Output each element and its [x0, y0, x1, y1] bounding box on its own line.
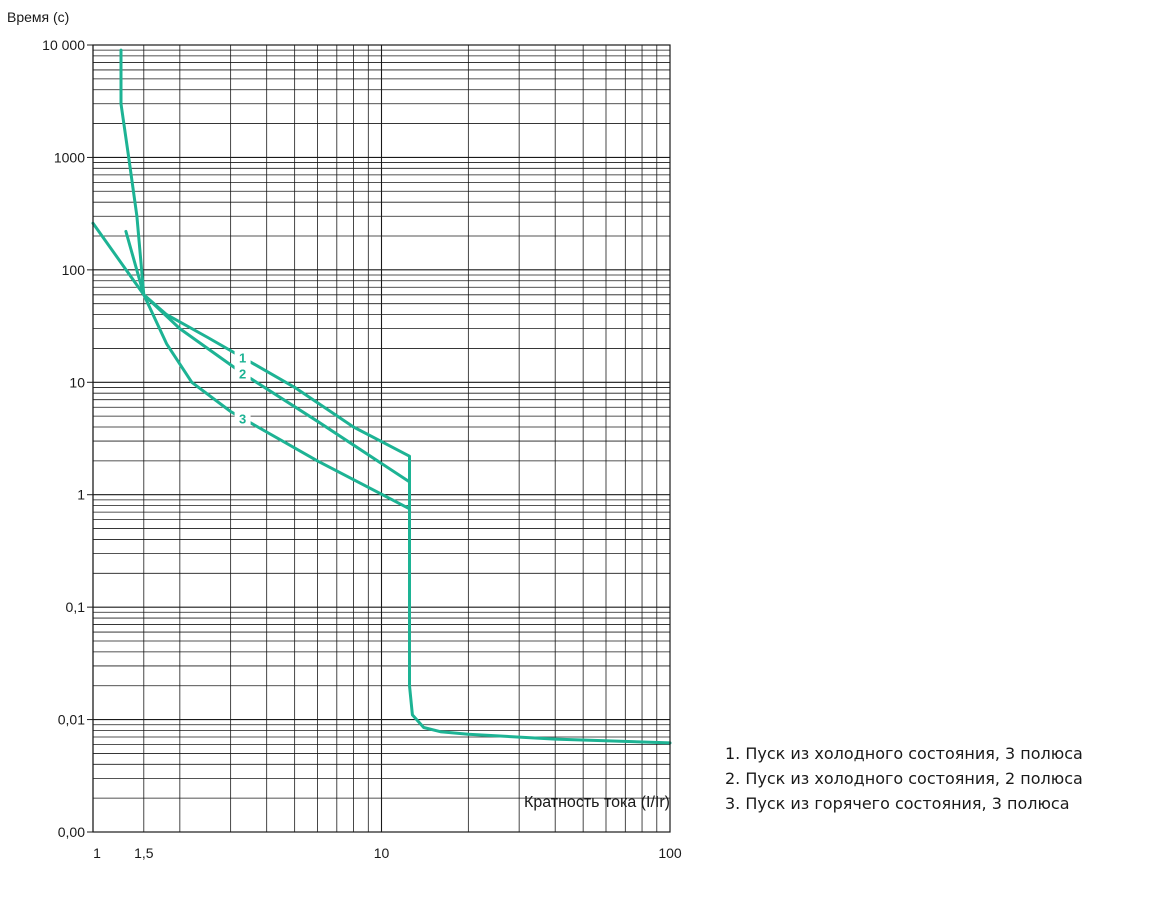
curve-series-segment-4	[408, 507, 672, 745]
curve-marker-bg	[234, 410, 251, 427]
y-tick-label: 0,1	[66, 599, 86, 615]
y-tick-label: 0,01	[58, 712, 85, 728]
x-tick-label: 10	[374, 845, 390, 861]
y-tick-label: 100	[62, 262, 86, 278]
plot-frame	[92, 44, 671, 833]
x-tick-label: 100	[658, 845, 682, 861]
y-tick-label: 1	[77, 487, 85, 503]
grid	[92, 45, 670, 833]
y-tick-label: 0,00	[58, 824, 85, 840]
curve-marker-bg	[234, 365, 251, 382]
y-tick-label: 1000	[54, 149, 85, 165]
legend: 1. Пуск из холодного состояния, 3 полюса…	[725, 741, 1083, 816]
y-tick-label: 10	[69, 374, 85, 390]
x-tick-label: 1	[93, 845, 101, 861]
y-tick-label: 10 000	[42, 37, 85, 53]
curve-marker-label: 2	[239, 366, 246, 381]
legend-item-1: 1. Пуск из холодного состояния, 3 полюса	[725, 744, 1083, 763]
curve-marker-bg	[234, 349, 251, 366]
curve-series-3	[142, 293, 411, 511]
curve-markers: 12 3	[234, 349, 251, 427]
curve-marker-label: 1	[239, 351, 246, 366]
curve-series-1	[124, 229, 411, 484]
curve-marker-label: 3	[239, 411, 246, 426]
legend-item-3: 3. Пуск из горячего состояния, 3 полюса	[725, 794, 1070, 813]
y-axis-label: Время (c)	[7, 9, 69, 25]
x-axis-label: Кратность тока (I/Ir)	[524, 794, 670, 811]
axes: 10 000 1000 100 10 1 0,1 0,01 0,00 1 1,5 10 100	[42, 37, 682, 861]
legend-item-2: 2. Пуск из холодного состояния, 2 полюса	[725, 769, 1083, 788]
curve-series-segment-3	[119, 48, 146, 297]
x-tick-label: 1,5	[134, 845, 154, 861]
